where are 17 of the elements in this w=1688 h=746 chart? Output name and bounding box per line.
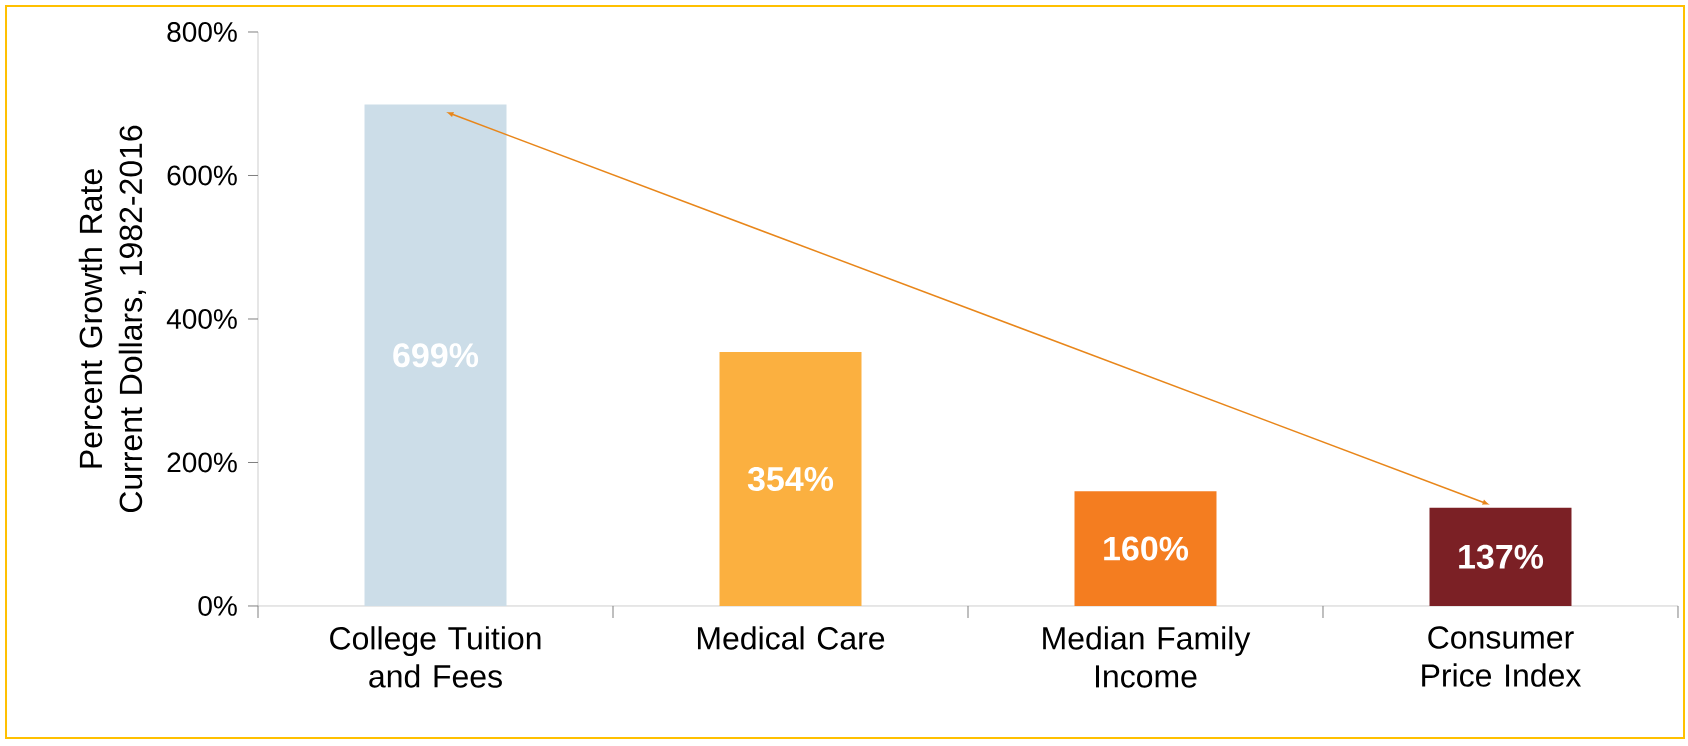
y-tick-label: 200% — [167, 452, 237, 473]
x-tick-label: Median Family Income — [1043, 626, 1251, 688]
x-tick-label: College Tuition and Fees — [330, 626, 541, 688]
y-tick-label: 600% — [167, 165, 237, 186]
bar — [364, 104, 507, 606]
y-axis-title: Percent Growth Rate Current Dollars, 1982-2016 — [78, 125, 146, 513]
x-tick-label: Consumer Price Index — [1422, 626, 1582, 687]
data-label: 354% — [747, 466, 834, 492]
y-tick-label: 400% — [166, 309, 237, 329]
y-tick-label: 0% — [198, 596, 237, 616]
data-label: 160% — [1104, 536, 1189, 561]
x-tick-label: Medical Care — [697, 626, 885, 650]
bar — [719, 351, 862, 606]
bar — [1429, 507, 1572, 606]
bar — [1074, 491, 1217, 606]
y-tick-label: 800% — [167, 22, 237, 42]
data-label: 137% — [1459, 544, 1544, 569]
